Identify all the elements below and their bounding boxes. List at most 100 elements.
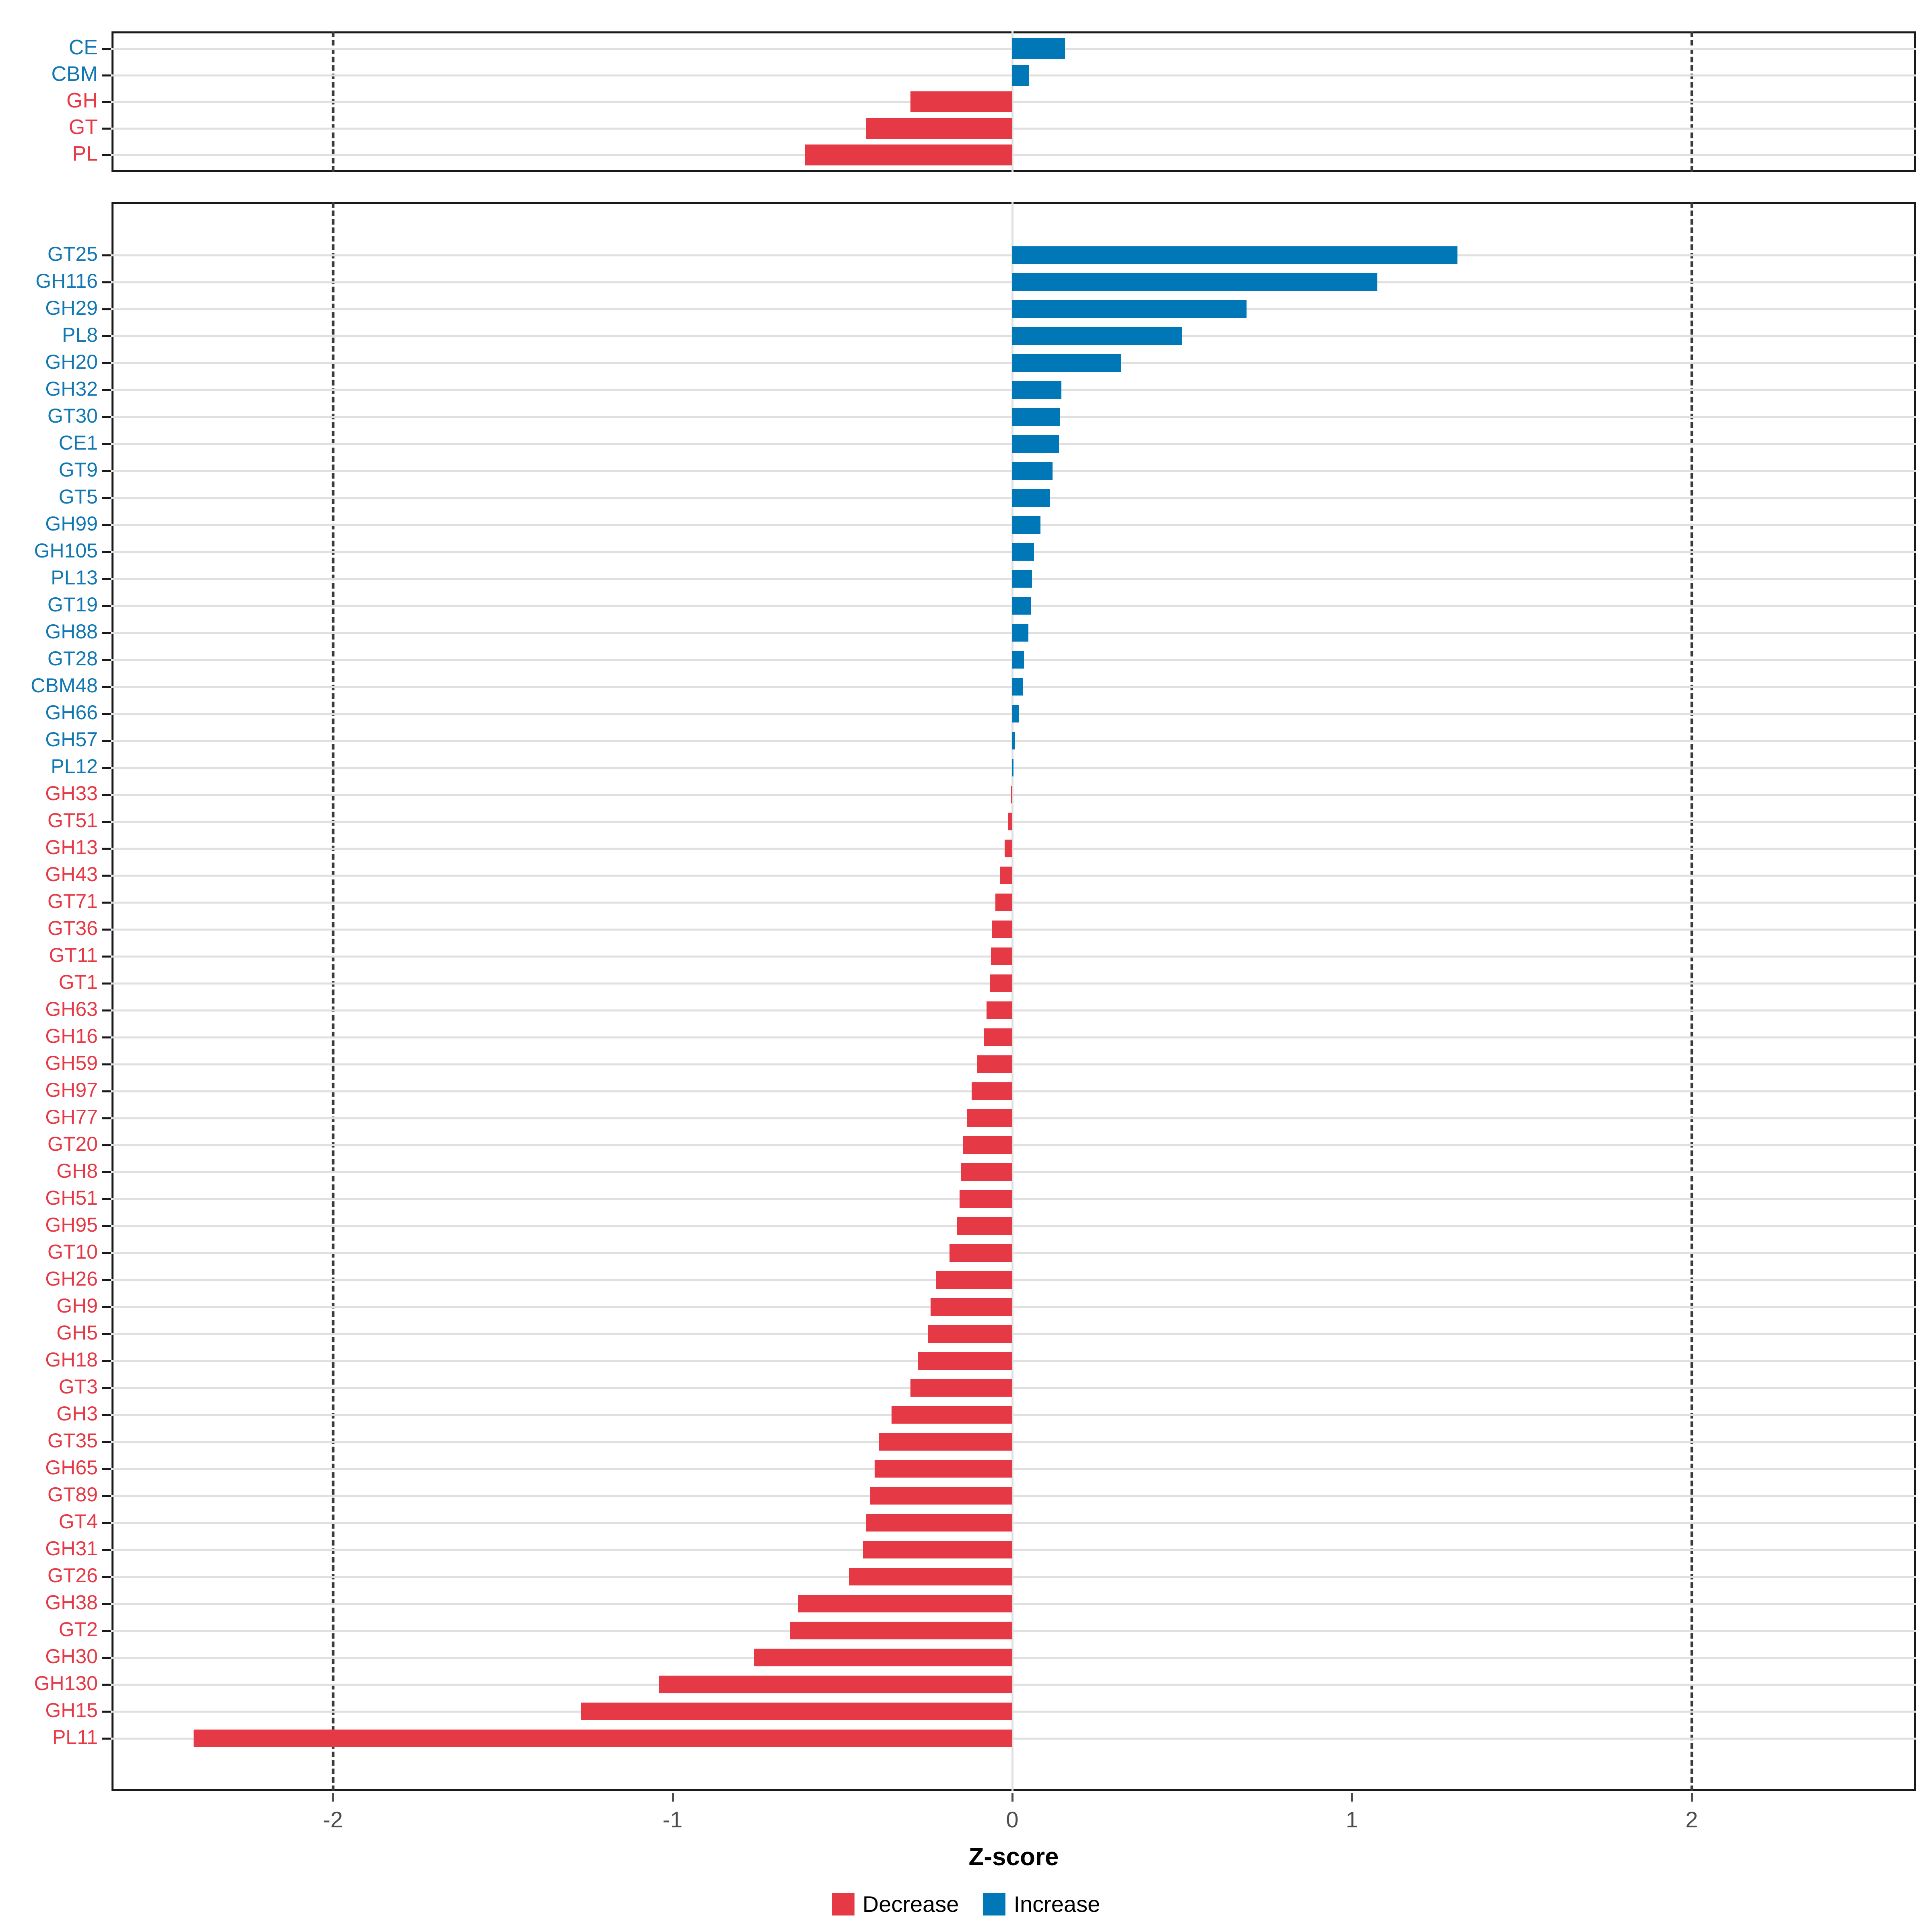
bar-pl12[interactable] <box>1012 758 1014 776</box>
y-axis-label-gt5: GT5 <box>58 485 98 508</box>
bar-gh51[interactable] <box>960 1190 1012 1208</box>
y-axis-tick <box>102 820 111 823</box>
y-axis-tick <box>102 928 111 931</box>
bar-gt[interactable] <box>866 118 1012 139</box>
y-axis-label-gt: GT <box>68 115 98 139</box>
bar-gh20[interactable] <box>1012 354 1121 372</box>
bar-gh105[interactable] <box>1012 543 1034 561</box>
bar-gh65[interactable] <box>875 1459 1012 1478</box>
bar-gh31[interactable] <box>863 1540 1012 1558</box>
gridline <box>111 1737 1916 1740</box>
bar-gh5[interactable] <box>928 1325 1012 1343</box>
bar-gt28[interactable] <box>1012 650 1024 669</box>
bar-gh30[interactable] <box>754 1648 1012 1666</box>
bar-gt5[interactable] <box>1012 489 1050 507</box>
bar-gh13[interactable] <box>1005 839 1012 857</box>
y-axis-label-gt51: GT51 <box>47 809 98 832</box>
y-axis-tick <box>102 362 111 364</box>
bar-gh97[interactable] <box>971 1082 1012 1100</box>
bar-cbm48[interactable] <box>1012 677 1023 696</box>
bar-gh57[interactable] <box>1012 731 1015 749</box>
bar-gt20[interactable] <box>962 1136 1012 1154</box>
bar-gt19[interactable] <box>1012 597 1031 615</box>
bar-gt9[interactable] <box>1012 462 1053 480</box>
bar-gt25[interactable] <box>1012 246 1457 264</box>
bar-gh15[interactable] <box>581 1702 1012 1720</box>
bar-gt89[interactable] <box>869 1486 1012 1505</box>
bar-gh16[interactable] <box>984 1028 1012 1046</box>
y-axis-label-gh15: GH15 <box>45 1699 98 1721</box>
bar-gh66[interactable] <box>1012 704 1019 722</box>
bar-gh59[interactable] <box>977 1055 1012 1073</box>
gridline <box>111 1494 1916 1497</box>
bar-gh33[interactable] <box>1011 785 1012 803</box>
bar-gt71[interactable] <box>995 893 1012 911</box>
bar-gt26[interactable] <box>849 1567 1012 1585</box>
bar-gt10[interactable] <box>949 1244 1012 1262</box>
gridline <box>111 847 1916 850</box>
bar-gt11[interactable] <box>991 947 1012 965</box>
legend-item-decrease[interactable]: Decrease <box>832 1891 959 1917</box>
gridline <box>111 1629 1916 1632</box>
bar-ce1[interactable] <box>1012 435 1059 453</box>
y-axis-tick <box>102 470 111 472</box>
y-axis-tick <box>102 1629 111 1632</box>
y-axis-label-pl13: PL13 <box>51 566 98 589</box>
bar-gt1[interactable] <box>990 974 1012 992</box>
gridline <box>111 1521 1916 1524</box>
bar-pl13[interactable] <box>1012 570 1032 588</box>
y-axis-label-gt25: GT25 <box>47 243 98 265</box>
y-axis-label-gh99: GH99 <box>45 512 98 535</box>
y-axis-tick <box>102 1548 111 1551</box>
bar-gh18[interactable] <box>918 1352 1012 1370</box>
bar-ce[interactable] <box>1012 38 1065 59</box>
y-axis-label-pl8: PL8 <box>62 324 98 346</box>
y-axis-label-gh: GH <box>66 89 98 112</box>
y-axis-tick <box>102 1683 111 1686</box>
bar-gt2[interactable] <box>790 1621 1012 1639</box>
y-axis-tick <box>102 154 111 156</box>
gridline <box>111 1656 1916 1659</box>
bar-gt4[interactable] <box>866 1513 1012 1532</box>
bar-gh88[interactable] <box>1012 623 1028 642</box>
y-axis-label-pl12: PL12 <box>51 755 98 778</box>
bar-gt51[interactable] <box>1008 812 1012 830</box>
y-axis-label-gh5: GH5 <box>56 1321 98 1344</box>
bar-cbm[interactable] <box>1012 64 1029 86</box>
y-axis-label-gh33: GH33 <box>45 782 98 805</box>
gridline <box>111 766 1916 769</box>
bar-pl11[interactable] <box>193 1729 1012 1747</box>
y-axis-label-ce1: CE1 <box>58 431 98 454</box>
y-axis-tick <box>102 982 111 985</box>
y-axis-label-gh38: GH38 <box>45 1591 98 1614</box>
bar-gh29[interactable] <box>1012 300 1247 318</box>
bar-gh130[interactable] <box>659 1675 1012 1693</box>
bar-gh[interactable] <box>910 91 1012 112</box>
bar-gh116[interactable] <box>1012 273 1378 291</box>
y-axis-label-gh30: GH30 <box>45 1645 98 1668</box>
bar-pl[interactable] <box>805 144 1012 165</box>
bar-gh38[interactable] <box>798 1594 1012 1612</box>
y-axis-label-gt19: GT19 <box>47 593 98 616</box>
legend-item-increase[interactable]: Increase <box>983 1891 1100 1917</box>
bar-gh99[interactable] <box>1012 516 1041 534</box>
bar-gh95[interactable] <box>956 1217 1012 1235</box>
y-axis-tick <box>102 443 111 445</box>
bar-gt35[interactable] <box>879 1432 1012 1451</box>
bar-gh43[interactable] <box>999 866 1012 884</box>
bar-gh9[interactable] <box>931 1298 1012 1316</box>
bar-gh63[interactable] <box>986 1001 1012 1019</box>
bar-gh77[interactable] <box>966 1109 1012 1127</box>
bar-gh8[interactable] <box>960 1163 1012 1181</box>
y-axis-label-gh16: GH16 <box>45 1025 98 1047</box>
bar-gt36[interactable] <box>992 920 1012 938</box>
bar-gh26[interactable] <box>936 1271 1012 1289</box>
bar-gh32[interactable] <box>1012 381 1062 399</box>
y-axis-label-gh57: GH57 <box>45 728 98 751</box>
gridline <box>111 1279 1916 1281</box>
bar-gt3[interactable] <box>910 1379 1012 1397</box>
y-axis-label-gh65: GH65 <box>45 1456 98 1479</box>
bar-pl8[interactable] <box>1012 327 1182 345</box>
bar-gh3[interactable] <box>892 1406 1012 1424</box>
bar-gt30[interactable] <box>1012 408 1060 426</box>
